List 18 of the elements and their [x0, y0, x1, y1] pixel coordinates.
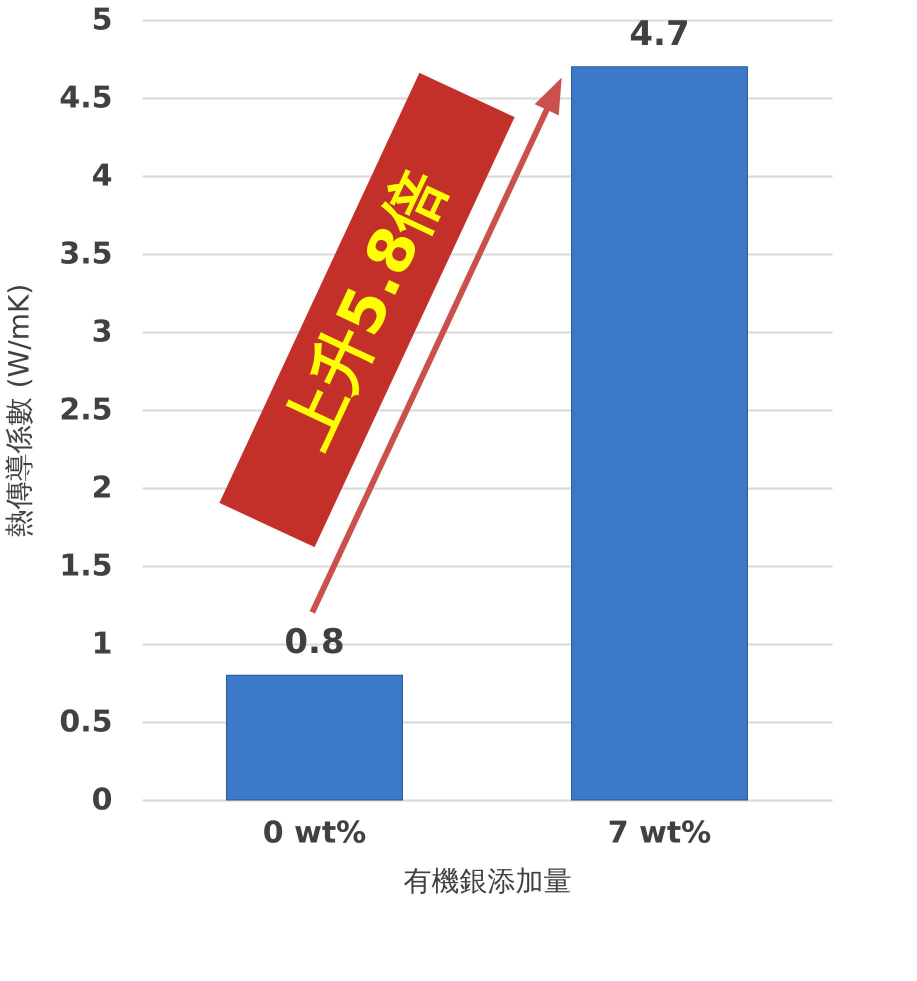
y-tick-label: 2.5: [59, 392, 112, 428]
x-tick-label: 7 wt%: [608, 816, 712, 850]
x-tick-label: 0 wt%: [262, 816, 366, 850]
annotation: 上升5.8倍: [269, 159, 460, 458]
y-tick-label: 2: [92, 470, 112, 506]
y-axis-title: 熱傳導係數 (W/mK): [2, 284, 36, 538]
y-tick-label: 4.5: [59, 80, 112, 116]
y-tick-label: 1: [92, 626, 112, 662]
y-tick-label: 0: [92, 782, 112, 818]
y-tick-label: 4: [92, 158, 112, 194]
y-tick-label: 0.5: [59, 704, 112, 740]
y-tick-label: 3.5: [59, 236, 112, 272]
x-axis-title: 有機銀添加量: [404, 864, 572, 898]
data-label: 4.7: [629, 14, 690, 54]
data-label: 0.8: [284, 622, 345, 662]
y-tick-label: 1.5: [59, 548, 112, 584]
y-tick-label: 5: [92, 2, 112, 38]
y-tick-label: 3: [92, 314, 112, 350]
